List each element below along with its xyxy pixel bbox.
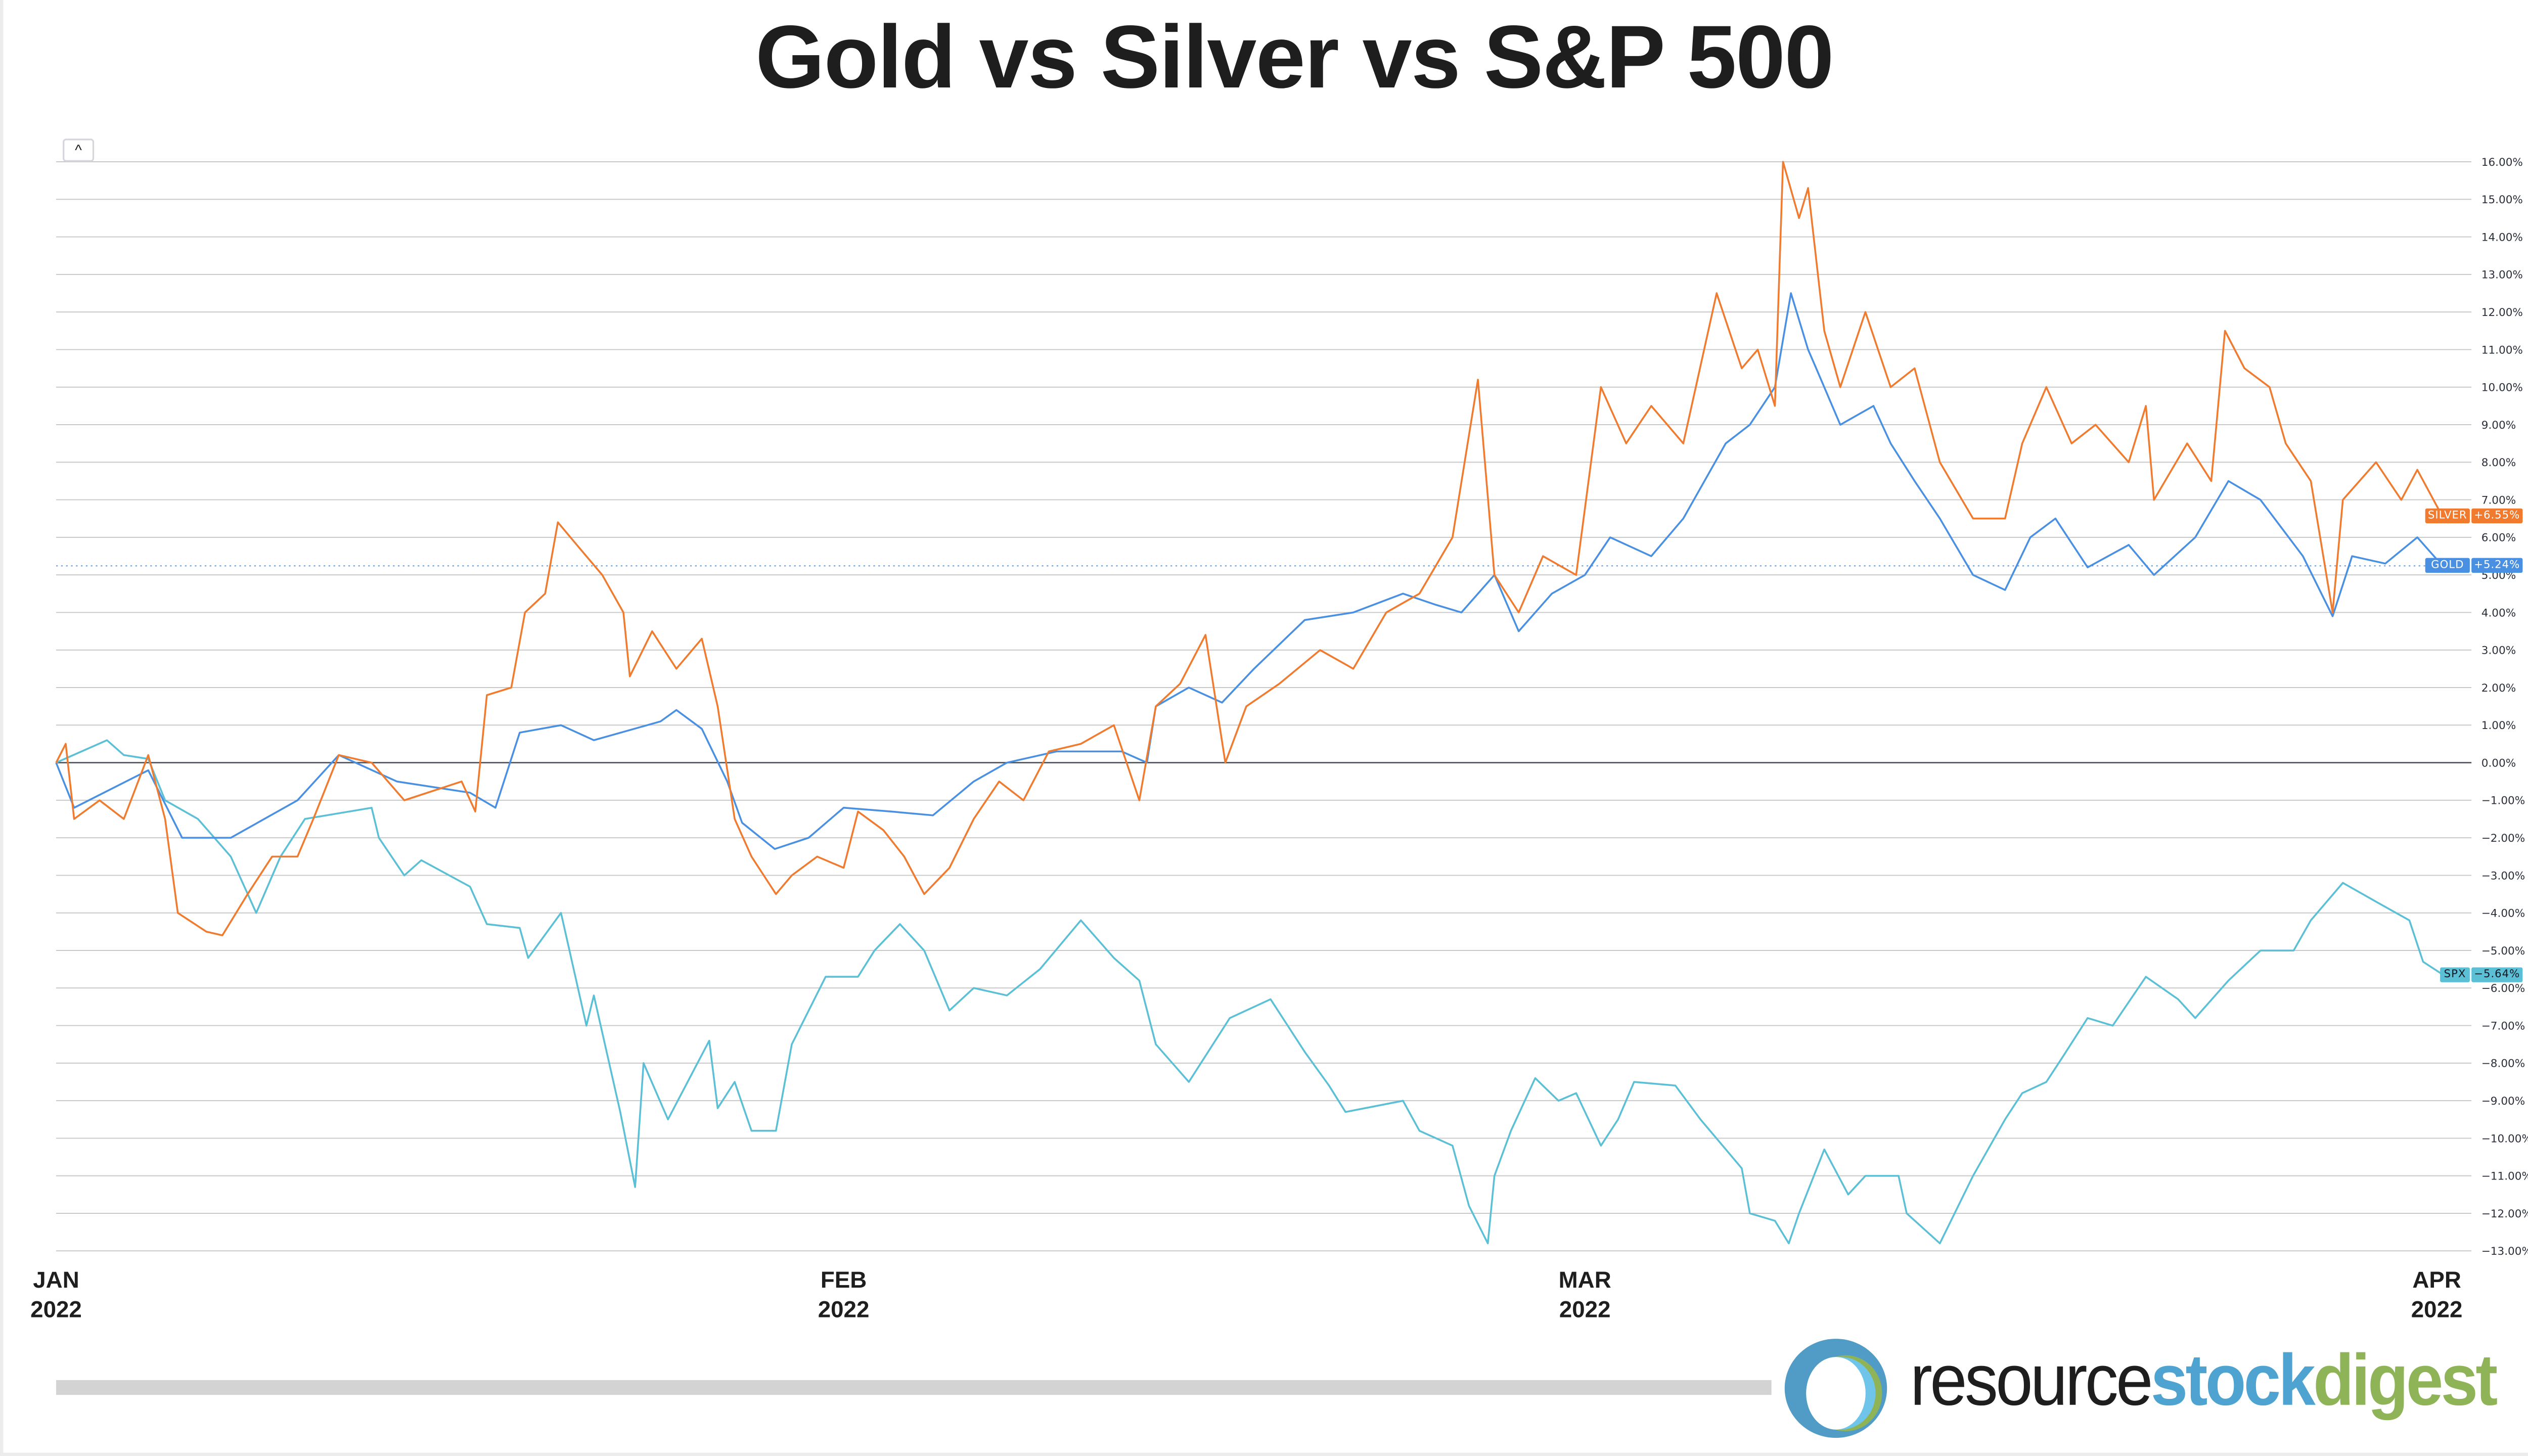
y-tick-label: −11.00% — [2481, 1170, 2528, 1183]
x-tick-month: JAN — [33, 1266, 79, 1293]
y-tick-label: −3.00% — [2481, 870, 2525, 882]
y-tick-label: −2.00% — [2481, 832, 2525, 845]
spx-series-line — [56, 739, 2443, 1245]
bottom-border — [0, 1452, 2528, 1456]
spx-last-value-tag: −5.64% — [2471, 967, 2523, 982]
x-tick-year: 2022 — [2411, 1296, 2463, 1323]
y-tick-label: −8.00% — [2481, 1058, 2525, 1070]
y-tick-label: −10.00% — [2481, 1132, 2528, 1145]
y-tick-label: 15.00% — [2481, 194, 2523, 206]
x-tick-month: MAR — [1558, 1266, 1611, 1293]
y-tick-label: −1.00% — [2481, 795, 2525, 807]
logo-wordmark: resourcestockdigest — [1910, 1340, 2498, 1423]
x-tick-month: APR — [2412, 1266, 2461, 1293]
y-tick-label: −6.00% — [2481, 982, 2525, 995]
y-tick-label: 11.00% — [2481, 344, 2523, 356]
y-tick-label: 16.00% — [2481, 156, 2523, 169]
y-tick-label: −4.00% — [2481, 907, 2525, 920]
logo-part-digest: digest — [2313, 1340, 2498, 1422]
y-tick-label: 9.00% — [2481, 419, 2516, 432]
y-tick-label: 1.00% — [2481, 719, 2516, 732]
horizontal-scrollbar[interactable] — [56, 1380, 1772, 1395]
y-tick-label: 6.00% — [2481, 532, 2516, 544]
logo-ring-icon — [1784, 1339, 1887, 1438]
y-tick-label: 13.00% — [2481, 269, 2523, 282]
y-tick-label: −13.00% — [2481, 1245, 2528, 1258]
logo: resourcestockdigest — [1783, 1334, 2528, 1439]
logo-part-stock: stock — [2150, 1340, 2316, 1422]
gold-series-name-tag: GOLD — [2425, 558, 2470, 573]
y-tick-label: 10.00% — [2481, 382, 2523, 394]
y-tick-label: 2.00% — [2481, 682, 2516, 695]
gold-series-line — [55, 292, 2444, 850]
x-tick-year: 2022 — [1559, 1296, 1611, 1323]
y-tick-label: 7.00% — [2481, 494, 2516, 507]
left-border — [0, 0, 4, 1456]
gold-last-value-tag: +5.24% — [2471, 558, 2523, 573]
spx-series-name-tag: SPX — [2440, 967, 2470, 982]
y-tick-label: 0.00% — [2481, 757, 2516, 769]
x-tick-year: 2022 — [818, 1296, 870, 1323]
y-tick-label: −5.00% — [2481, 945, 2525, 958]
y-tick-label: 3.00% — [2481, 645, 2516, 657]
silver-series-name-tag: SILVER — [2425, 509, 2470, 524]
y-tick-label: 12.00% — [2481, 306, 2523, 319]
y-tick-label: 14.00% — [2481, 231, 2523, 244]
y-tick-label: −7.00% — [2481, 1020, 2525, 1032]
silver-series-line — [55, 161, 2444, 936]
chart-title: Gold vs Silver vs S&P 500 — [755, 8, 1834, 108]
y-tick-label: 4.00% — [2481, 607, 2516, 619]
collapse-button[interactable]: ^ — [63, 139, 95, 162]
y-tick-label: 8.00% — [2481, 457, 2516, 469]
logo-part-resource: resource — [1910, 1340, 2153, 1422]
silver-last-value-tag: +6.55% — [2471, 509, 2523, 524]
y-tick-label: −12.00% — [2481, 1208, 2528, 1220]
x-tick-year: 2022 — [30, 1296, 82, 1323]
x-tick-month: FEB — [820, 1266, 867, 1293]
y-tick-label: −9.00% — [2481, 1095, 2525, 1108]
